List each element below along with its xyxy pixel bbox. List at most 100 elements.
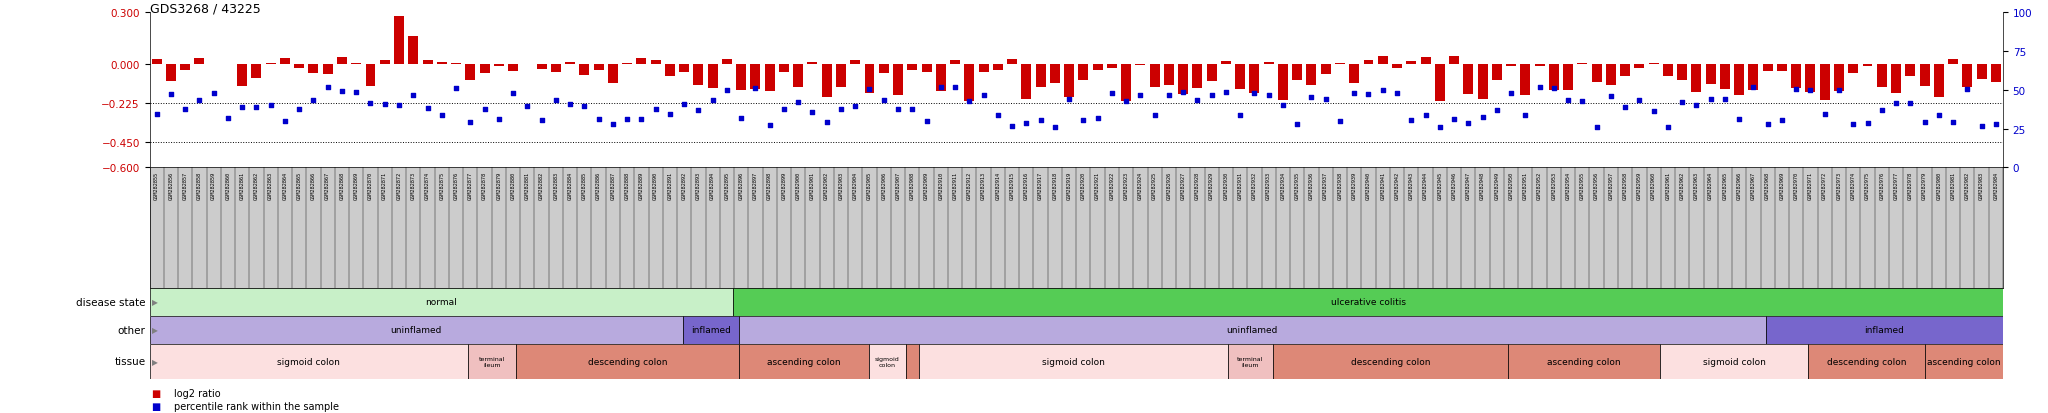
Bar [1507, 344, 1661, 379]
Bar [1051, 65, 1059, 83]
Bar [979, 65, 989, 72]
Point [1280, 121, 1313, 128]
Text: inflamed: inflamed [1864, 325, 1905, 335]
Point [1024, 118, 1057, 124]
Bar [150, 316, 684, 344]
Point [1823, 87, 1855, 94]
Point [811, 119, 844, 126]
Point [1452, 121, 1485, 128]
Text: tissue: tissue [115, 356, 145, 367]
Bar [537, 65, 547, 69]
Point [1038, 124, 1071, 131]
Point [711, 88, 743, 95]
Point [283, 107, 315, 113]
Bar [324, 65, 332, 74]
Point [610, 116, 643, 123]
Text: ▶: ▶ [152, 297, 158, 306]
Point [1923, 112, 1956, 119]
Text: terminal
ileum: terminal ileum [1237, 356, 1264, 367]
Bar [1808, 344, 1925, 379]
Bar [352, 64, 360, 65]
Point [582, 116, 614, 123]
Point [596, 121, 629, 128]
Text: GSM282855: GSM282855 [154, 172, 160, 200]
Text: GSM282949: GSM282949 [1495, 172, 1499, 200]
Bar [1876, 65, 1886, 88]
Text: GSM282929: GSM282929 [1208, 172, 1214, 200]
Bar [516, 344, 739, 379]
Text: GSM282895: GSM282895 [725, 172, 729, 200]
Point [1866, 108, 1898, 114]
Bar [1206, 65, 1217, 82]
Point [1110, 99, 1143, 105]
Text: GSM282960: GSM282960 [1651, 172, 1657, 200]
Point [840, 104, 872, 110]
Text: GSM282880: GSM282880 [510, 172, 516, 200]
Bar [1862, 65, 1872, 66]
Bar [436, 63, 446, 65]
Bar [1106, 65, 1116, 69]
Point [1524, 85, 1556, 91]
Bar [1735, 65, 1745, 96]
Point [1466, 114, 1499, 121]
Bar [965, 65, 975, 102]
Bar [864, 65, 874, 94]
Text: GSM282923: GSM282923 [1124, 172, 1128, 200]
Point [725, 116, 758, 122]
Point [981, 112, 1014, 119]
Bar [793, 65, 803, 88]
Text: GSM282925: GSM282925 [1153, 172, 1157, 200]
Point [1665, 99, 1698, 106]
Bar [868, 344, 905, 379]
Text: uninflamed: uninflamed [391, 325, 442, 335]
Point [1323, 119, 1356, 125]
Point [297, 97, 330, 104]
Text: descending colon: descending colon [1350, 357, 1430, 366]
Point [1423, 124, 1456, 131]
Point [1722, 116, 1755, 123]
Text: GSM282890: GSM282890 [653, 172, 657, 200]
Bar [1890, 65, 1901, 94]
Bar [180, 65, 190, 71]
Text: GSM282979: GSM282979 [1921, 172, 1927, 200]
Point [483, 116, 516, 123]
Text: GSM282899: GSM282899 [782, 172, 786, 200]
Point [567, 103, 600, 110]
Bar [1235, 65, 1245, 90]
Text: GSM282862: GSM282862 [254, 172, 258, 200]
Point [1837, 122, 1870, 128]
Bar [723, 59, 731, 65]
Text: GSM282946: GSM282946 [1452, 172, 1456, 200]
Text: GSM282864: GSM282864 [283, 172, 287, 200]
Point [1225, 113, 1257, 119]
Text: GSM282971: GSM282971 [1808, 172, 1812, 200]
Point [426, 112, 459, 119]
Text: GSM282893: GSM282893 [696, 172, 700, 200]
Text: GSM282901: GSM282901 [809, 172, 815, 200]
Text: GSM282951: GSM282951 [1524, 172, 1528, 200]
Point [524, 118, 557, 124]
Bar [594, 65, 604, 71]
Text: GSM282968: GSM282968 [1765, 172, 1769, 200]
Text: GSM282962: GSM282962 [1679, 172, 1686, 200]
Bar [637, 59, 647, 65]
Text: GSM282964: GSM282964 [1708, 172, 1714, 200]
Text: GSM282977: GSM282977 [1894, 172, 1898, 200]
Point [1495, 90, 1528, 97]
Text: GSM282912: GSM282912 [967, 172, 973, 200]
Bar [1765, 316, 2003, 344]
Bar [365, 65, 375, 86]
Point [967, 92, 999, 99]
Bar [1335, 64, 1346, 65]
Text: GSM282972: GSM282972 [1823, 172, 1827, 200]
Text: GSM282928: GSM282928 [1194, 172, 1200, 200]
Point [168, 106, 201, 112]
Text: GSM282967: GSM282967 [1751, 172, 1755, 200]
Bar [684, 316, 739, 344]
Point [311, 84, 344, 91]
Point [1081, 115, 1114, 122]
Text: GSM282896: GSM282896 [739, 172, 743, 200]
Text: sigmoid
colon: sigmoid colon [874, 356, 899, 367]
Bar [408, 37, 418, 65]
Bar [1149, 65, 1159, 88]
